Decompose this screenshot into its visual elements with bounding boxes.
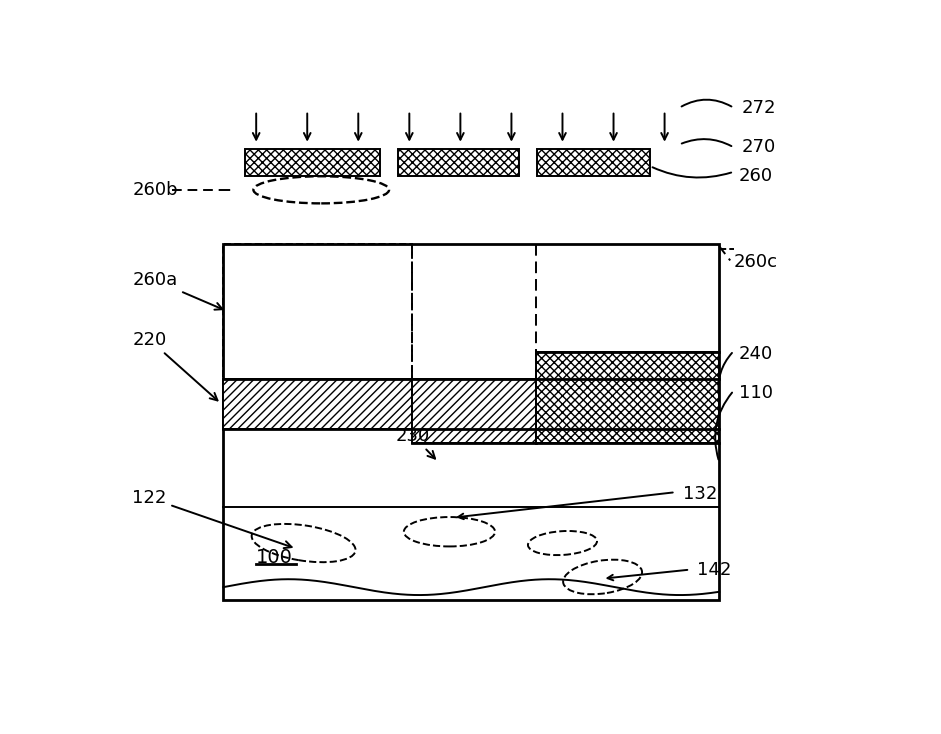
Text: 272: 272 bbox=[742, 99, 775, 117]
Bar bbox=[223, 379, 412, 429]
Text: 260b: 260b bbox=[132, 181, 178, 199]
Text: 270: 270 bbox=[742, 139, 775, 156]
Text: 100: 100 bbox=[256, 548, 293, 567]
Text: 260c: 260c bbox=[734, 253, 778, 271]
Text: 260: 260 bbox=[739, 167, 774, 185]
Bar bbox=[246, 148, 380, 175]
Text: 260a: 260a bbox=[132, 272, 222, 310]
Text: 110: 110 bbox=[739, 385, 773, 402]
Text: 122: 122 bbox=[132, 489, 292, 548]
Bar bbox=[412, 379, 535, 443]
Bar bbox=[535, 352, 719, 443]
Text: 132: 132 bbox=[683, 485, 717, 503]
Text: 220: 220 bbox=[132, 330, 217, 401]
Bar bbox=[223, 244, 719, 600]
Text: 240: 240 bbox=[739, 345, 774, 363]
Bar bbox=[398, 148, 518, 175]
Text: 142: 142 bbox=[697, 561, 732, 578]
Text: 230: 230 bbox=[396, 426, 435, 459]
Bar bbox=[537, 148, 650, 175]
Bar bbox=[223, 244, 412, 379]
